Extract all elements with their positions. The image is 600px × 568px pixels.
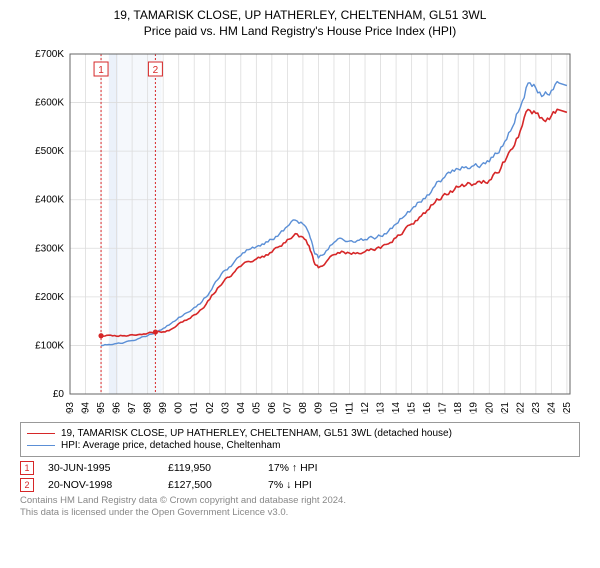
transaction-date: 20-NOV-1998 [48, 479, 168, 491]
svg-text:£400K: £400K [35, 195, 64, 206]
transaction-hpi: 17% ↑ HPI [268, 462, 388, 474]
svg-text:2005: 2005 [251, 402, 262, 414]
svg-text:2009: 2009 [313, 402, 324, 414]
svg-text:2003: 2003 [220, 402, 231, 414]
svg-text:2014: 2014 [391, 402, 402, 414]
svg-text:2025: 2025 [562, 402, 573, 414]
svg-text:2016: 2016 [422, 402, 433, 414]
svg-text:2004: 2004 [236, 402, 247, 414]
chart-title-line1: 19, TAMARISK CLOSE, UP HATHERLEY, CHELTE… [0, 8, 600, 22]
svg-text:2007: 2007 [282, 402, 293, 414]
footer-line-1: Contains HM Land Registry data © Crown c… [20, 495, 580, 507]
transaction-price: £119,950 [168, 462, 268, 474]
svg-text:2010: 2010 [329, 402, 340, 414]
svg-text:2017: 2017 [438, 402, 449, 414]
svg-text:2008: 2008 [298, 402, 309, 414]
transaction-row: 1 30-JUN-1995£119,95017% ↑ HPI [20, 461, 580, 475]
svg-text:2013: 2013 [376, 402, 387, 414]
svg-text:1993: 1993 [65, 402, 76, 414]
svg-text:2006: 2006 [267, 402, 278, 414]
svg-text:2020: 2020 [484, 402, 495, 414]
svg-text:1: 1 [98, 65, 104, 76]
legend-swatch [27, 445, 55, 446]
svg-text:1999: 1999 [158, 402, 169, 414]
chart-plot-area: 1 2 £0 £100K £200K £300K £400K £500K £600K £700K 1… [20, 44, 580, 414]
svg-text:1995: 1995 [96, 402, 107, 414]
svg-text:2019: 2019 [469, 402, 480, 414]
svg-text:£200K: £200K [35, 292, 64, 303]
legend-swatch [27, 433, 55, 434]
svg-text:2000: 2000 [174, 402, 185, 414]
transaction-hpi: 7% ↓ HPI [268, 479, 388, 491]
transaction-marker: 2 [20, 478, 34, 492]
svg-text:1996: 1996 [112, 402, 123, 414]
footer-attribution: Contains HM Land Registry data © Crown c… [20, 495, 580, 520]
legend-item: HPI: Average price, detached house, Chel… [27, 440, 573, 451]
svg-text:2: 2 [153, 65, 159, 76]
svg-text:2002: 2002 [205, 402, 216, 414]
svg-text:£0: £0 [53, 389, 65, 400]
transactions-table: 1 30-JUN-1995£119,95017% ↑ HPI 2 20-NOV-199… [20, 461, 580, 492]
svg-text:2022: 2022 [515, 402, 526, 414]
transaction-price: £127,500 [168, 479, 268, 491]
svg-text:1997: 1997 [127, 402, 138, 414]
footer-line-2: This data is licensed under the Open Gov… [20, 507, 580, 519]
svg-text:£500K: £500K [35, 146, 64, 157]
svg-text:2018: 2018 [453, 402, 464, 414]
legend-item: 19, TAMARISK CLOSE, UP HATHERLEY, CHELTE… [27, 428, 573, 439]
chart-title-line2: Price paid vs. HM Land Registry's House … [0, 24, 600, 38]
svg-text:2011: 2011 [345, 402, 356, 414]
svg-text:1998: 1998 [143, 402, 154, 414]
svg-text:2012: 2012 [360, 402, 371, 414]
svg-text:£600K: £600K [35, 98, 64, 109]
chart-container: 19, TAMARISK CLOSE, UP HATHERLEY, CHELTE… [0, 8, 600, 568]
svg-text:£100K: £100K [35, 340, 64, 351]
legend-label: 19, TAMARISK CLOSE, UP HATHERLEY, CHELTE… [61, 428, 452, 439]
svg-text:2024: 2024 [546, 402, 557, 414]
chart-svg: 1 2 £0 £100K £200K £300K £400K £500K £600K £700K 1… [20, 44, 580, 414]
legend-label: HPI: Average price, detached house, Chel… [61, 440, 280, 451]
svg-text:2015: 2015 [407, 402, 418, 414]
svg-text:2001: 2001 [189, 402, 200, 414]
svg-text:£300K: £300K [35, 243, 64, 254]
svg-text:2023: 2023 [531, 402, 542, 414]
svg-text:2021: 2021 [500, 402, 511, 414]
transaction-marker: 1 [20, 461, 34, 475]
transaction-row: 2 20-NOV-1998£127,5007% ↓ HPI [20, 478, 580, 492]
svg-text:1994: 1994 [81, 402, 92, 414]
transaction-date: 30-JUN-1995 [48, 462, 168, 474]
svg-text:£700K: £700K [35, 49, 64, 60]
legend-box: 19, TAMARISK CLOSE, UP HATHERLEY, CHELTE… [20, 422, 580, 457]
